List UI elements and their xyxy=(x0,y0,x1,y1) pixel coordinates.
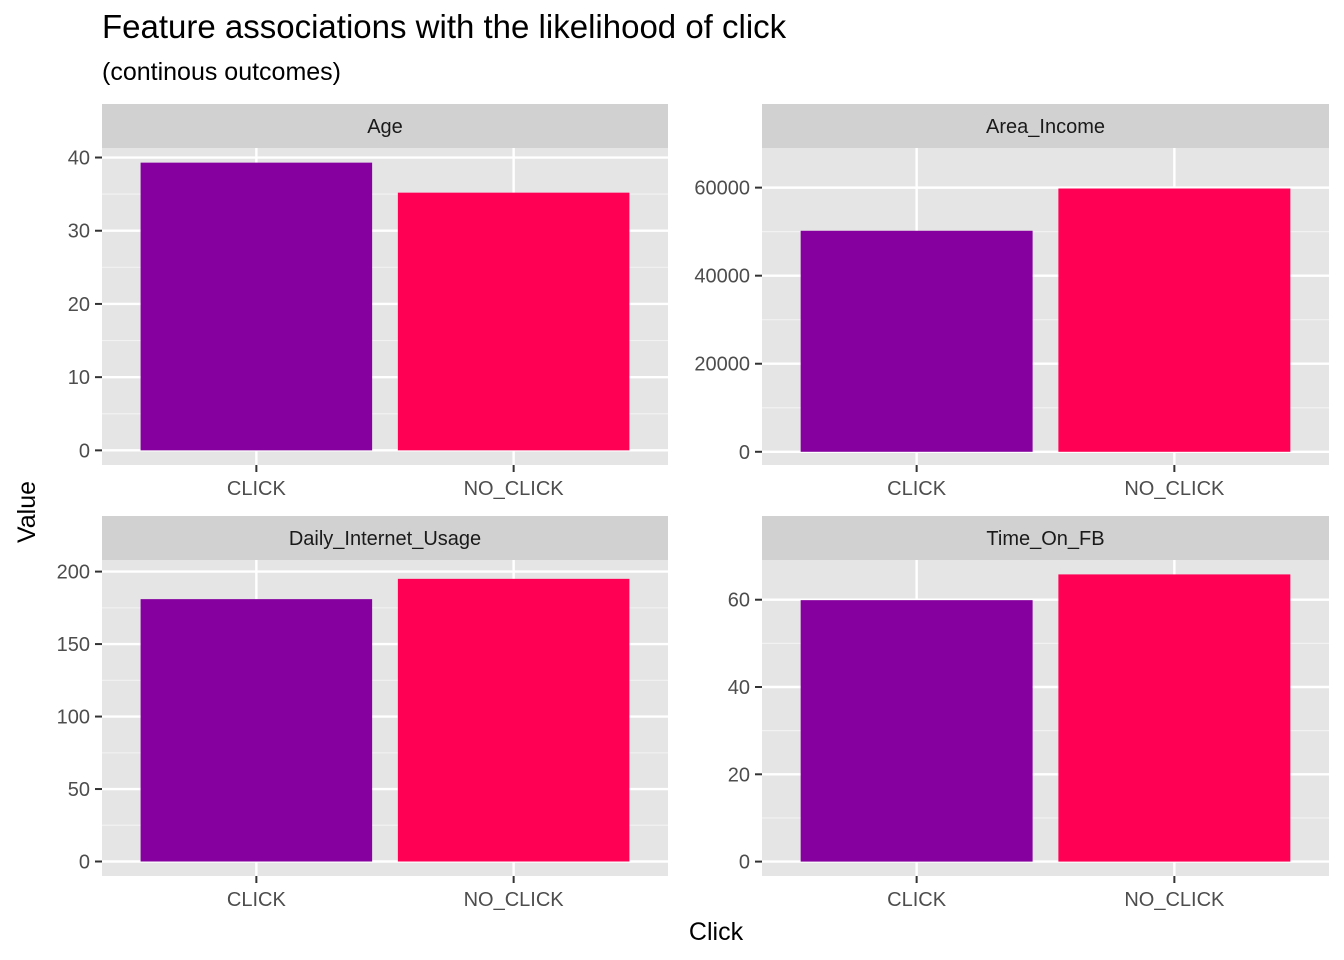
bar-click xyxy=(140,162,373,451)
y-tick-label: 50 xyxy=(68,779,90,801)
x-tick-label: NO_CLICK xyxy=(464,889,565,911)
y-tick-label: 0 xyxy=(739,442,750,464)
y-tick-label: 150 xyxy=(57,634,90,656)
bar-no-click xyxy=(397,192,630,451)
facet-strip xyxy=(102,104,668,148)
y-tick-label: 60 xyxy=(728,590,750,612)
y-tick-label: 20000 xyxy=(694,354,750,376)
y-axis-label: Value xyxy=(13,481,41,543)
facet-strip xyxy=(102,516,668,560)
facet-strip-label: Time_On_FB xyxy=(986,528,1104,550)
y-tick-label: 40000 xyxy=(694,266,750,288)
facet-strip xyxy=(762,516,1329,560)
y-tick-label: 200 xyxy=(57,562,90,584)
facet-strip-label: Area_Income xyxy=(986,116,1105,138)
x-tick-label: CLICK xyxy=(227,478,287,500)
bar-no-click xyxy=(1058,574,1291,862)
bar-click xyxy=(800,600,1033,862)
y-tick-label: 20 xyxy=(68,294,90,316)
x-tick-label: NO_CLICK xyxy=(1124,478,1225,500)
x-tick-label: NO_CLICK xyxy=(464,478,565,500)
y-tick-label: 60000 xyxy=(694,178,750,200)
facet-age: Age 0 10 20 30 40 CLICK NO_CLICK xyxy=(68,104,668,500)
bar-no-click xyxy=(397,578,630,862)
facet-strip-label: Daily_Internet_Usage xyxy=(289,528,481,550)
facet-daily-internet-usage: Daily_Internet_Usage 0 50 100 150 200 CLICK NO_… xyxy=(57,516,668,911)
facet-strip-label: Age xyxy=(367,116,403,138)
bar-click xyxy=(800,230,1033,452)
chart-subtitle: (continous outcomes) xyxy=(102,58,342,86)
bar-no-click xyxy=(1058,188,1291,452)
y-tick-label: 20 xyxy=(728,764,750,786)
x-tick-label: NO_CLICK xyxy=(1124,889,1225,911)
y-tick-label: 0 xyxy=(79,852,90,874)
chart-title: Feature associations with the likelihood… xyxy=(102,8,787,45)
y-tick-label: 0 xyxy=(79,440,90,462)
y-tick-label: 40 xyxy=(728,677,750,699)
y-tick-label: 10 xyxy=(68,367,90,389)
facet-time-on-fb: Time_On_FB 0 20 40 60 CLICK NO_CLICK xyxy=(728,516,1329,911)
x-tick-label: CLICK xyxy=(887,889,947,911)
x-tick-label: CLICK xyxy=(227,889,287,911)
facet-area-income: Area_Income 0 20000 40000 60000 CLICK NO_CLICK xyxy=(694,104,1329,500)
facet-strip xyxy=(762,104,1329,148)
y-tick-label: 30 xyxy=(68,221,90,243)
y-tick-label: 40 xyxy=(68,148,90,170)
x-tick-label: CLICK xyxy=(887,478,947,500)
bar-click xyxy=(140,599,373,862)
y-tick-label: 0 xyxy=(739,852,750,874)
y-tick-label: 100 xyxy=(57,707,90,729)
x-axis-label: Click xyxy=(689,918,744,946)
